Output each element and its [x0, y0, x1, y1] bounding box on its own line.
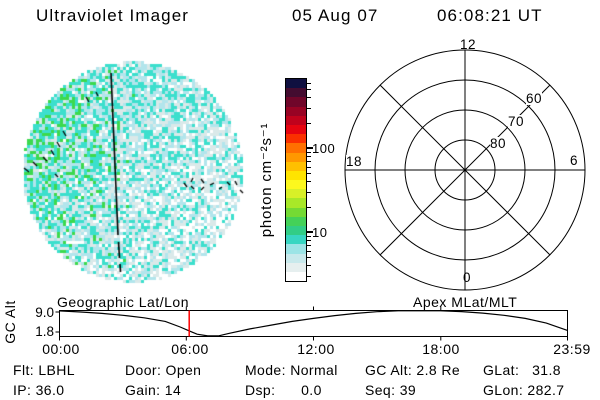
strip-chart-axis-ticks — [55, 306, 568, 341]
colorbar-band — [286, 235, 306, 245]
gc-alt-curve — [59, 310, 568, 337]
status-seq: Seq: 39 — [365, 382, 417, 398]
polar-label-12mlt: 12 — [460, 37, 477, 52]
polar-label-0mlt: 0 — [463, 270, 472, 285]
colorbar-band — [286, 115, 306, 125]
polar-grid-plot — [344, 49, 586, 291]
colorbar-band — [286, 143, 306, 153]
colorbar-band — [286, 88, 306, 98]
colorbar-band — [286, 124, 306, 135]
gc-alt-strip-chart — [55, 306, 568, 341]
colorbar-major-tick — [307, 231, 313, 233]
colorbar-major-tick — [307, 147, 313, 149]
status-flt: Flt: LBHL — [13, 362, 75, 378]
status-mode: Mode: Normal — [245, 362, 338, 378]
status-door: Door: Open — [125, 362, 202, 378]
colorbar-band — [286, 262, 306, 272]
polar-label-lat70: 70 — [508, 114, 525, 129]
colorbar-minor-tick — [307, 275, 311, 277]
colorbar-band — [286, 244, 306, 254]
status-glat: GLat: 31.8 — [483, 362, 561, 378]
page-title: Ultraviolet Imager — [36, 6, 190, 25]
colorbar-minor-tick — [307, 107, 311, 109]
strip-chart-box — [59, 310, 568, 337]
colorbar-band — [286, 106, 306, 116]
colorbar-band — [286, 180, 306, 190]
uv-disk-image — [21, 58, 245, 287]
status-gc-alt: GC Alt: 2.8 Re — [365, 362, 461, 378]
colorbar-minor-tick — [307, 257, 311, 259]
polar-diagonal — [379, 84, 551, 256]
colorbar-tick-label-100: 100 — [312, 141, 336, 156]
colorbar-minor-tick — [307, 240, 311, 242]
colorbar-minor-tick — [307, 97, 311, 99]
colorbar-tick-label-10: 10 — [312, 225, 328, 240]
colorbar-minor-tick — [307, 151, 311, 153]
date-label: 05 Aug 07 — [292, 6, 379, 25]
status-ip: IP: 36.0 — [13, 382, 65, 398]
strip-chart-left-title: Geographic Lat/Lon — [57, 294, 189, 310]
colorbar-band — [286, 189, 306, 199]
colorbar — [285, 78, 307, 282]
colorbar-band — [286, 207, 306, 217]
colorbar-band — [286, 161, 306, 171]
colorbar-band — [286, 271, 306, 282]
colorbar-minor-tick — [307, 181, 311, 183]
colorbar-band — [286, 198, 306, 208]
colorbar-minor-tick — [307, 166, 311, 168]
colorbar-band — [286, 97, 306, 107]
colorbar-minor-tick — [307, 250, 311, 252]
colorbar-band — [286, 170, 306, 181]
colorbar-band — [286, 226, 306, 236]
strip-chart-ytick-9: 9.0 — [35, 305, 54, 320]
colorbar-minor-tick — [307, 206, 311, 208]
xtick-0600: 06:00 — [171, 341, 209, 357]
strip-chart-ylabel: GC Alt — [2, 300, 18, 344]
colorbar-band — [286, 79, 306, 89]
colorbar-minor-tick — [307, 82, 311, 84]
polar-label-6mlt: 6 — [570, 153, 579, 168]
colorbar-ticks — [307, 78, 317, 280]
colorbar-band — [286, 216, 306, 226]
colorbar-band — [286, 253, 306, 263]
xtick-1800: 18:00 — [422, 341, 460, 357]
colorbar-minor-tick — [307, 156, 311, 158]
colorbar-units-label: photon cm⁻²s⁻¹ — [258, 122, 275, 238]
status-glon: GLon: 282.7 — [483, 382, 565, 398]
status-gain: Gain: 14 — [125, 382, 182, 398]
time-label: 06:08:21 UT — [437, 6, 543, 25]
polar-label-lat80: 80 — [490, 136, 507, 151]
xtick-0000: 00:00 — [42, 341, 80, 357]
strip-chart-ytick-1p8: 1.8 — [35, 324, 54, 339]
status-dsp: Dsp: 0.0 — [245, 382, 322, 398]
colorbar-minor-tick — [307, 173, 311, 175]
colorbar-minor-tick — [307, 235, 311, 237]
colorbar-minor-tick — [307, 265, 311, 267]
xtick-2359: 23:59 — [553, 341, 591, 357]
polar-label-lat60: 60 — [526, 91, 543, 106]
colorbar-band — [286, 134, 306, 144]
polar-label-18mlt: 18 — [346, 154, 363, 169]
colorbar-minor-tick — [307, 122, 311, 124]
colorbar-minor-tick — [307, 161, 311, 162]
colorbar-minor-tick — [307, 191, 311, 193]
colorbar-minor-tick — [307, 89, 311, 91]
strip-chart-right-title: Apex MLat/MLT — [413, 294, 518, 310]
xtick-1200: 12:00 — [297, 341, 335, 357]
colorbar-band — [286, 152, 306, 162]
colorbar-minor-tick — [307, 245, 311, 246]
